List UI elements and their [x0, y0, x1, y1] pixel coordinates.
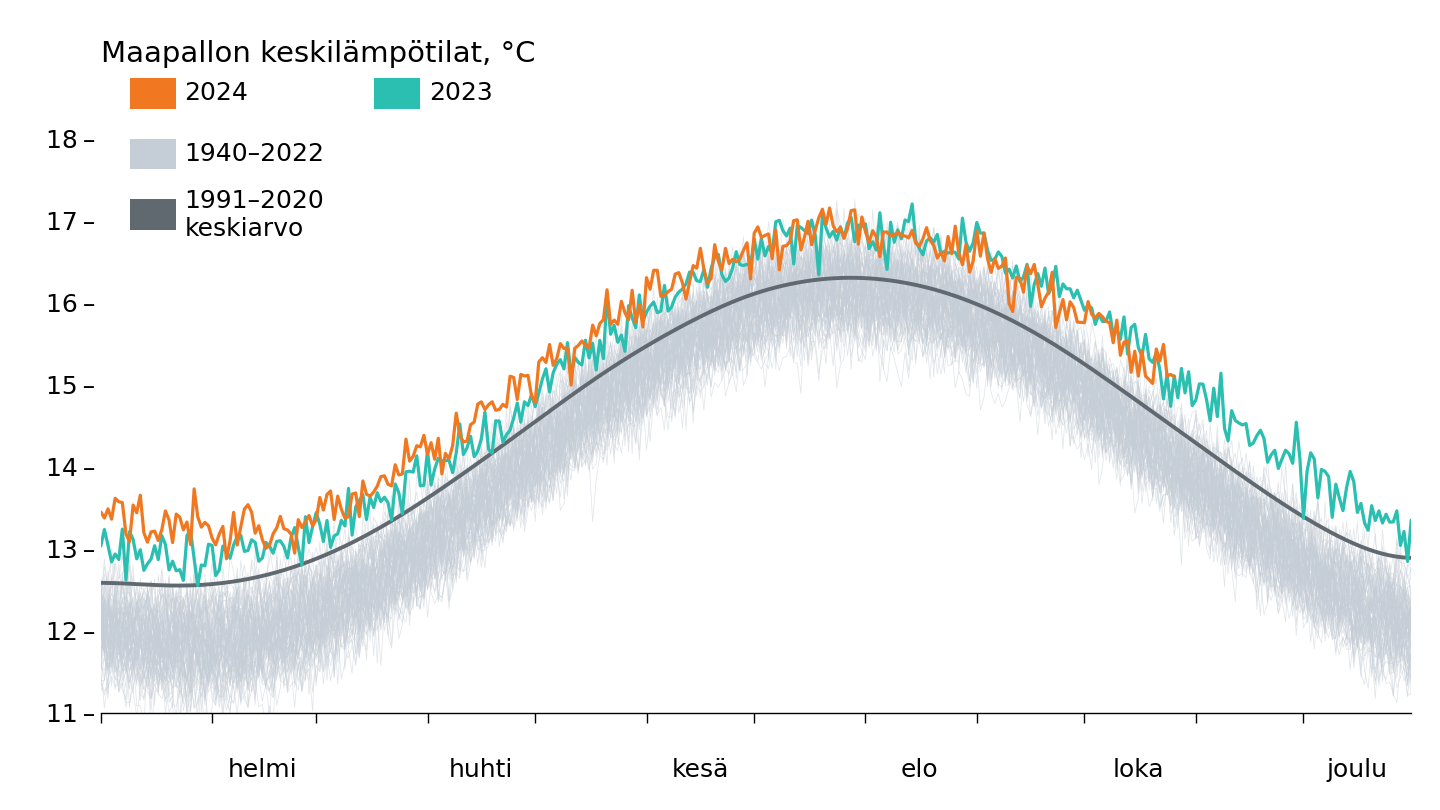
Text: 1991–2020
keskiarvo: 1991–2020 keskiarvo [184, 189, 324, 241]
Text: huhti: huhti [449, 758, 514, 782]
Text: helmi: helmi [228, 758, 297, 782]
Text: kesä: kesä [671, 758, 729, 782]
Text: elo: elo [900, 758, 939, 782]
Text: 2023: 2023 [429, 81, 492, 105]
Text: 2024: 2024 [184, 81, 248, 105]
Text: loka: loka [1113, 758, 1164, 782]
Text: joulu: joulu [1326, 758, 1388, 782]
Text: 1940–2022: 1940–2022 [184, 142, 324, 166]
Text: Maapallon keskilämpötilat, °C: Maapallon keskilämpötilat, °C [101, 40, 536, 69]
